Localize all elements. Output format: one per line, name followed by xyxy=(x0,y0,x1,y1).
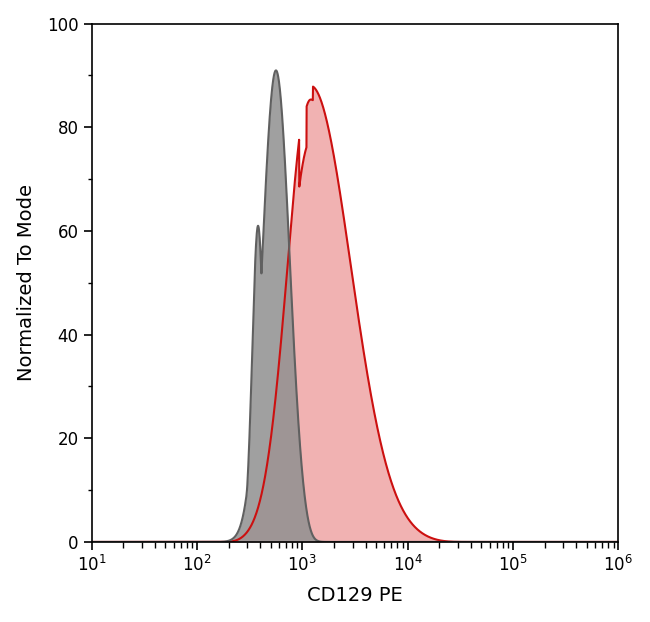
Y-axis label: Normalized To Mode: Normalized To Mode xyxy=(17,184,36,381)
X-axis label: CD129 PE: CD129 PE xyxy=(307,587,403,605)
